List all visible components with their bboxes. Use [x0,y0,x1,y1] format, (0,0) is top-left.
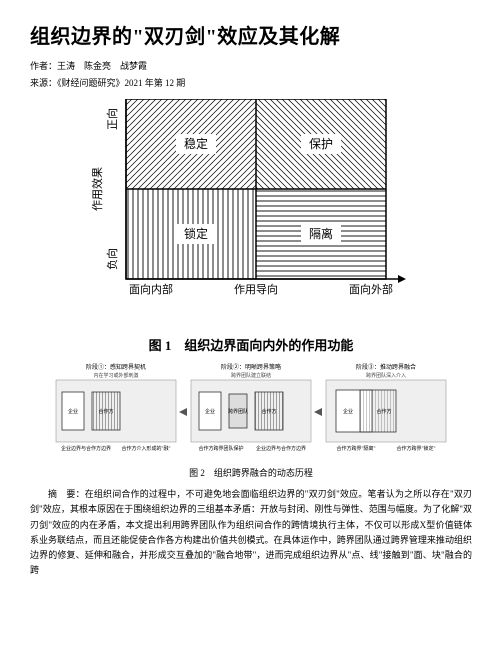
source-line: 来源：《财经问题研究》2021 年第 12 期 [30,76,472,89]
x-left-label: 面向内部 [129,282,173,296]
y-axis-label: 作用效果 [90,167,104,211]
panel-c-bottom2: 合作方跨界"锁定" [396,445,435,452]
panel-b-bottom2: 企业边界与合作方边界 [256,445,306,452]
x-right-label: 面向外部 [349,282,393,296]
panel-a-bottom2: 合作方介入形成的"融" [121,445,170,452]
author-label: 作者： [30,61,57,71]
figure-1-svg: 稳定 保护 锁定 隔离 面向内部 作用导向 面向外部 正向 作用效果 负向 [71,99,431,329]
quadrant-tr-label: 保护 [309,137,333,151]
figure-1-caption: 图 1 组织边界面向内外的作用功能 [149,335,354,354]
panel-b-firm: 企业 [205,408,215,415]
abstract-text: 在组织间合作的过程中，不可避免地会面临组织边界的"双刃剑"效应。笔者认为之所以存… [30,489,472,575]
abstract: 摘 要：在组织间合作的过程中，不可避免地会面临组织边界的"双刃剑"效应。笔者认为… [30,487,472,579]
author-line: 作者：王涛 陈金亮 战梦霞 [30,59,472,72]
y-neg-label: 负向 [105,248,119,270]
panel-a-sub: 内在学习或外部刺激 [93,372,138,379]
panel-b-sub: 跨界团队建立联结 [231,372,271,379]
source-text: 《财经问题研究》2021 年第 12 期 [57,78,185,88]
panel-c-bottom1: 合作方跨界"隔离" [336,445,375,452]
figure-1: 稳定 保护 锁定 隔离 面向内部 作用导向 面向外部 正向 作用效果 负向 图 … [30,99,472,354]
panel-b-title: 阶段②：明晰跨界策略 [221,363,281,371]
panel-a-partner: 合作方 [98,408,113,415]
quadrant-tl-label: 稳定 [184,136,208,151]
panel-b-partner: 合作方 [261,408,276,415]
figure-2-svg: 阶段①：感知跨界契机 内在学习或外部刺激 企业 合作方 企业边界与合作方边界 合… [51,362,451,462]
figure-2-caption: 图 2 组织跨界融合的动态历程 [189,466,313,479]
panel-c-title: 阶段③：推动跨界融合 [356,363,416,371]
figure-1-caption-num: 图 1 [149,338,172,353]
panel-a-firm: 企业 [68,408,78,415]
figure-2-caption-text: 组织跨界融合的动态历程 [214,468,313,478]
abstract-label: 摘 要： [48,489,85,499]
panel-a-bottom1: 企业边界与合作方边界 [61,445,111,452]
panel-c-firm: 企业 [343,408,353,415]
panel-a-title: 阶段①：感知跨界契机 [86,363,146,371]
y-pos-label: 正向 [105,108,119,130]
page-title: 组织边界的"双刃剑"效应及其化解 [30,20,472,49]
quadrant-br-label: 隔离 [309,226,333,241]
panel-b-bridge: 跨界团队 [228,408,248,415]
panel-b-bottom1: 合作方跨界团队保护 [198,445,243,452]
source-label: 来源： [30,78,57,88]
x-center-label: 作用导向 [234,282,278,296]
panel-c-partner: 合作方 [376,408,391,415]
figure-2-caption-num: 图 2 [189,468,205,478]
panel-c-sub: 跨界团队深入介入 [366,372,406,379]
figure-2: 阶段①：感知跨界契机 内在学习或外部刺激 企业 合作方 企业边界与合作方边界 合… [30,362,472,479]
author-names: 王涛 陈金亮 战梦霞 [57,61,147,71]
figure-1-caption-text: 组织边界面向内外的作用功能 [184,338,353,353]
quadrant-bl-label: 锁定 [184,226,208,241]
